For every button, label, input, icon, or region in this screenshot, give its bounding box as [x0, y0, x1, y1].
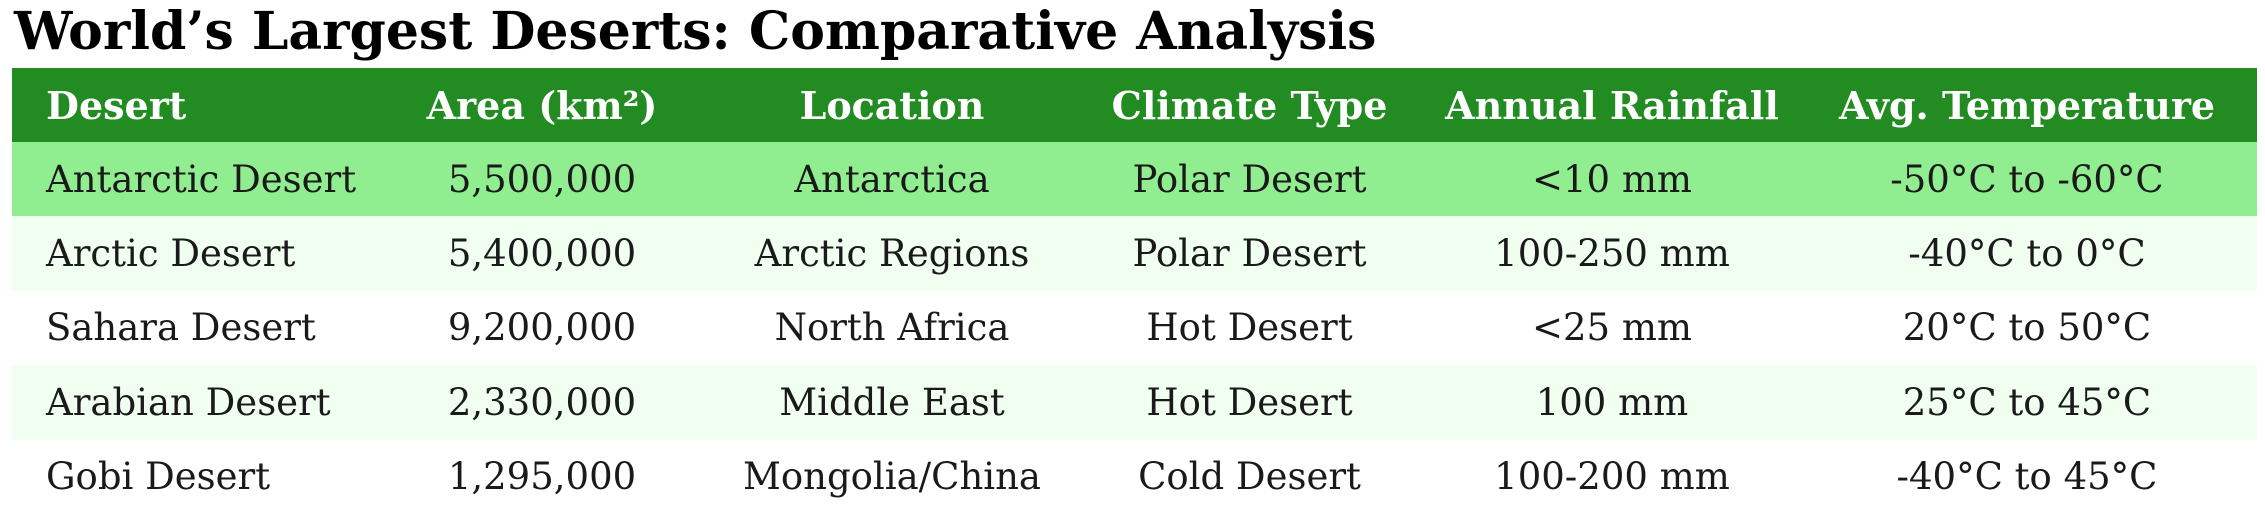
cell-avg-temperature: 20°C to 50°C — [1902, 306, 2152, 350]
cell-avg-temperature: -40°C to 0°C — [1908, 232, 2146, 276]
cell-annual-rainfall: <10 mm — [1531, 157, 1692, 201]
table-row: Arabian Desert 2,330,000 Middle East Hot… — [12, 365, 2257, 440]
column-header-location: Location — [799, 82, 985, 128]
cell-area: 5,400,000 — [447, 232, 637, 276]
cell-location: Antarctica — [794, 157, 990, 201]
table-row: Sahara Desert 9,200,000 North Africa Hot… — [12, 290, 2257, 366]
column-header-annual-rainfall: Annual Rainfall — [1445, 82, 1779, 128]
cell-avg-temperature: -50°C to -60°C — [1890, 157, 2164, 201]
cell-annual-rainfall: 100 mm — [1535, 380, 1689, 424]
table-row: Antarctic Desert 5,500,000 Antarctica Po… — [12, 142, 2257, 217]
cell-annual-rainfall: 100-250 mm — [1494, 232, 1730, 276]
cell-avg-temperature: 25°C to 45°C — [1902, 380, 2152, 424]
cell-desert: Antarctic Desert — [46, 157, 357, 201]
cell-climate-type: Polar Desert — [1132, 232, 1367, 276]
cell-climate-type: Hot Desert — [1146, 306, 1353, 350]
cell-location: North Africa — [774, 306, 1010, 350]
cell-location: Mongolia/China — [742, 455, 1041, 499]
column-header-area: Area (km²) — [426, 82, 658, 128]
cell-climate-type: Cold Desert — [1138, 455, 1361, 499]
page-title: World’s Largest Deserts: Comparative Ana… — [14, 1, 1377, 62]
table-header-row: Desert Area (km²) Location Climate Type … — [12, 68, 2257, 142]
cell-area: 9,200,000 — [447, 306, 637, 350]
cell-desert: Arctic Desert — [46, 232, 296, 276]
cell-climate-type: Hot Desert — [1146, 380, 1353, 424]
cell-desert: Arabian Desert — [46, 380, 331, 424]
cell-area: 1,295,000 — [447, 455, 637, 499]
cell-area: 5,500,000 — [447, 157, 637, 201]
cell-climate-type: Polar Desert — [1132, 157, 1367, 201]
cell-avg-temperature: -40°C to 45°C — [1896, 455, 2158, 499]
cell-area: 2,330,000 — [447, 380, 637, 424]
deserts-table: Desert Area (km²) Location Climate Type … — [12, 68, 2257, 514]
table-row: Gobi Desert 1,295,000 Mongolia/China Col… — [12, 439, 2257, 514]
column-header-climate-type: Climate Type — [1111, 82, 1388, 128]
cell-location: Arctic Regions — [754, 232, 1030, 276]
column-header-avg-temperature: Avg. Temperature — [1838, 82, 2216, 128]
cell-annual-rainfall: 100-200 mm — [1494, 455, 1730, 499]
column-header-desert: Desert — [46, 82, 187, 128]
cell-desert: Gobi Desert — [46, 455, 271, 499]
cell-location: Middle East — [779, 380, 1005, 424]
cell-annual-rainfall: <25 mm — [1531, 306, 1692, 350]
table-row: Arctic Desert 5,400,000 Arctic Regions P… — [12, 216, 2257, 291]
cell-desert: Sahara Desert — [46, 306, 316, 350]
